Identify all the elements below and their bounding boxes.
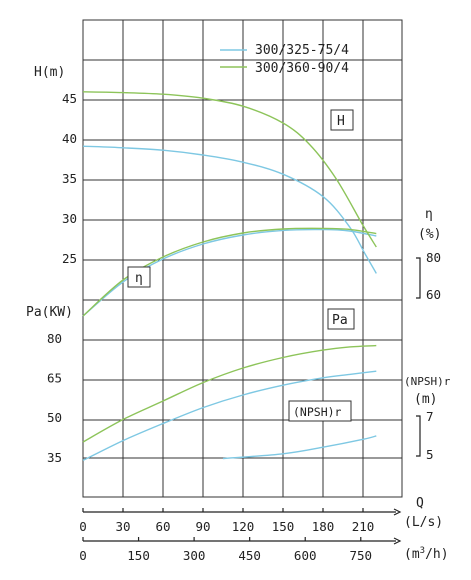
series-1-npsh-curve xyxy=(222,435,377,460)
ls-tick-label: 180 xyxy=(312,519,335,534)
npsh-scale-bracket: 7 5 xyxy=(416,409,434,462)
ls-tick-label: 60 xyxy=(155,519,170,534)
series-1-efficiency-curve xyxy=(82,228,377,317)
flow-axis-label: Q xyxy=(416,496,424,511)
npsh-unit-label: (m) xyxy=(414,392,437,407)
ls-tick-label: 210 xyxy=(352,519,375,534)
efficiency-scale-bracket: 80 60 xyxy=(416,250,441,302)
efficiency-axis-label: η xyxy=(425,207,433,222)
legend: 300/325-75/4 300/360-90/4 xyxy=(220,43,349,76)
efficiency-curve-tag: η xyxy=(127,266,151,288)
npsh-axis-label: (NPSH)r xyxy=(404,375,451,388)
power-tick-label: 65 xyxy=(47,371,62,386)
series-1-power-curve xyxy=(82,370,377,462)
power-tick-label: 80 xyxy=(47,331,62,346)
ls-tick-label: 150 xyxy=(272,519,295,534)
svg-text:η: η xyxy=(135,271,143,286)
m3h-axis-arrow xyxy=(393,537,402,545)
x-axes: 0 30 60 90 120 150 180 210 0 150 300 450 600 750 xyxy=(79,508,402,563)
head-tick-label: 25 xyxy=(62,251,77,266)
svg-text:Pa: Pa xyxy=(332,313,348,328)
m3h-tick-label: 450 xyxy=(238,548,261,563)
npsh-tick-7: 7 xyxy=(426,409,434,424)
ls-tick-label: 0 xyxy=(79,519,87,534)
svg-text:(NPSH)r: (NPSH)r xyxy=(293,405,342,419)
head-axis-label: H(m) xyxy=(34,65,65,80)
head-curve-tag: H xyxy=(330,109,354,131)
efficiency-unit-label: (%) xyxy=(418,227,441,242)
m3h-tick-label: 150 xyxy=(127,548,150,563)
legend-label-1: 300/325-75/4 xyxy=(255,43,349,58)
ls-axis-arrow xyxy=(393,508,402,516)
head-tick-label: 30 xyxy=(62,211,77,226)
m3h-tick-label: 300 xyxy=(183,548,206,563)
power-curve-tag: Pa xyxy=(327,308,355,330)
svg-text:H: H xyxy=(337,114,345,129)
chart-grid xyxy=(82,19,403,498)
legend-label-2: 300/360-90/4 xyxy=(255,61,349,76)
power-tick-label: 35 xyxy=(47,450,62,465)
npsh-tick-5: 5 xyxy=(426,447,434,462)
series-2-power-curve xyxy=(82,344,377,443)
m3h-tick-label: 600 xyxy=(294,548,317,563)
efficiency-tick-80: 80 xyxy=(426,250,441,265)
m3h-unit-label: (m3/h) xyxy=(404,546,449,562)
npsh-curve-tag: (NPSH)r xyxy=(288,400,352,422)
efficiency-tick-60: 60 xyxy=(426,287,441,302)
series-2-head-curve xyxy=(82,91,377,248)
ls-unit-label: (L/s) xyxy=(404,515,443,530)
power-axis-label: Pa(KW) xyxy=(26,305,73,320)
ls-tick-label: 30 xyxy=(115,519,130,534)
power-tick-label: 50 xyxy=(47,410,62,425)
m3h-tick-label: 750 xyxy=(349,548,372,563)
head-tick-label: 45 xyxy=(62,91,77,106)
head-tick-label: 40 xyxy=(62,131,77,146)
series-2-efficiency-curve xyxy=(82,227,377,317)
ls-tick-label: 120 xyxy=(232,519,255,534)
head-tick-label: 35 xyxy=(62,171,77,186)
ls-tick-label: 90 xyxy=(195,519,210,534)
m3h-tick-label: 0 xyxy=(79,548,87,563)
series-1-head-curve xyxy=(82,145,377,274)
y-tick-labels: 45 40 35 30 25 80 65 50 35 xyxy=(47,91,77,465)
